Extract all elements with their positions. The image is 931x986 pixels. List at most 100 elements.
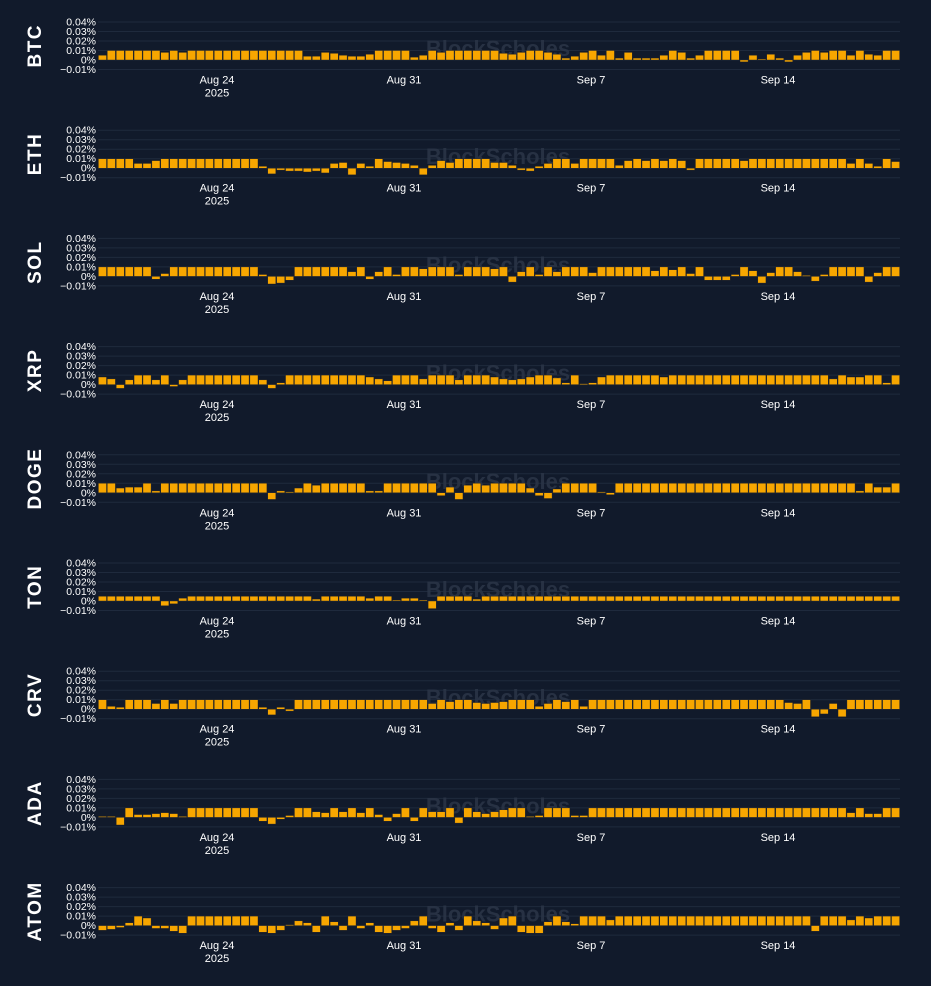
bar bbox=[864, 276, 874, 283]
bar bbox=[347, 699, 357, 710]
bar bbox=[427, 600, 437, 609]
bar bbox=[419, 167, 428, 176]
bar bbox=[142, 814, 152, 818]
bar bbox=[739, 59, 749, 63]
bar bbox=[793, 374, 802, 385]
bar bbox=[463, 266, 473, 277]
bar bbox=[196, 807, 205, 818]
bar bbox=[730, 158, 740, 169]
bar bbox=[312, 598, 321, 602]
y-tick-label: −0.01% bbox=[60, 172, 96, 184]
bar bbox=[641, 266, 651, 277]
bar bbox=[597, 55, 606, 61]
bar bbox=[329, 53, 339, 61]
bar bbox=[320, 374, 330, 385]
bar bbox=[864, 483, 874, 493]
bar bbox=[98, 925, 107, 931]
bar bbox=[347, 374, 357, 385]
bar bbox=[775, 699, 784, 710]
bar bbox=[846, 919, 856, 926]
bar bbox=[668, 807, 678, 818]
bar bbox=[855, 158, 865, 169]
bar bbox=[713, 374, 722, 385]
bar bbox=[730, 807, 740, 818]
bar bbox=[704, 276, 713, 281]
bar bbox=[534, 274, 544, 277]
bar bbox=[401, 163, 410, 169]
y-tick-label: 0% bbox=[81, 379, 96, 391]
bar bbox=[561, 483, 571, 493]
bar bbox=[837, 915, 847, 926]
bar bbox=[410, 699, 419, 710]
bar bbox=[463, 50, 473, 61]
bar bbox=[748, 596, 758, 602]
bar bbox=[294, 920, 303, 926]
bar bbox=[775, 57, 784, 61]
bar bbox=[784, 483, 793, 493]
bar bbox=[686, 807, 695, 818]
bar bbox=[721, 374, 731, 385]
bar bbox=[597, 491, 606, 494]
bar bbox=[820, 807, 829, 818]
bar bbox=[249, 699, 259, 710]
y-tick-label: −0.01% bbox=[60, 497, 96, 509]
bar bbox=[677, 374, 686, 385]
bar bbox=[508, 596, 517, 602]
chart-panel-ton: −0.01%0%0.01%0.02%0.03%0.04%BlockScholes… bbox=[25, 558, 900, 641]
bar bbox=[231, 374, 241, 385]
bar bbox=[436, 811, 446, 818]
chart-panel-atom: −0.01%0%0.01%0.02%0.03%0.04%BlockScholes… bbox=[25, 881, 900, 965]
bar bbox=[312, 167, 321, 172]
bar bbox=[294, 596, 303, 602]
panel-title: SOL bbox=[25, 240, 46, 284]
bar bbox=[802, 807, 811, 818]
bar bbox=[267, 492, 277, 500]
bar bbox=[187, 483, 196, 493]
bar bbox=[873, 55, 882, 61]
x-tick-label: Aug 24 bbox=[200, 724, 235, 736]
bar bbox=[499, 809, 508, 818]
bar bbox=[704, 596, 713, 602]
x-tick-label: Sep 7 bbox=[577, 616, 606, 628]
bar bbox=[811, 596, 820, 602]
y-tick-label: 0.03% bbox=[66, 567, 96, 579]
panel-title: ATOM bbox=[25, 881, 46, 941]
bar bbox=[463, 485, 473, 494]
bar bbox=[454, 274, 464, 277]
bar bbox=[374, 378, 383, 385]
y-tick-label: 0.01% bbox=[66, 153, 96, 165]
bar bbox=[837, 807, 847, 818]
bar bbox=[463, 596, 473, 602]
bar bbox=[285, 491, 294, 494]
y-tick-label: 0.04% bbox=[66, 882, 96, 894]
x-tick-label: Sep 14 bbox=[761, 724, 796, 736]
bar bbox=[481, 485, 490, 494]
bar bbox=[748, 483, 758, 493]
bar bbox=[766, 915, 776, 926]
panel-title: ADA bbox=[25, 780, 46, 826]
bar bbox=[517, 699, 526, 710]
bar bbox=[365, 276, 375, 280]
bar bbox=[338, 55, 348, 61]
bar bbox=[472, 811, 481, 818]
bar bbox=[525, 167, 535, 172]
bar bbox=[588, 483, 597, 493]
bar bbox=[730, 50, 740, 61]
x-tick-label: Aug 31 bbox=[387, 399, 422, 411]
y-tick-label: 0% bbox=[81, 55, 96, 67]
y-tick-label: −0.01% bbox=[60, 389, 96, 401]
bar bbox=[151, 379, 161, 385]
bar bbox=[748, 55, 758, 61]
bar bbox=[401, 50, 410, 61]
bar bbox=[383, 483, 392, 493]
bar bbox=[178, 925, 187, 934]
bar bbox=[401, 597, 410, 602]
bar bbox=[793, 271, 802, 277]
bar bbox=[570, 923, 580, 926]
bar bbox=[623, 160, 633, 169]
bar bbox=[356, 374, 366, 385]
y-tick-label: 0.04% bbox=[66, 341, 96, 353]
bar bbox=[258, 817, 268, 822]
bar bbox=[151, 160, 161, 169]
bar bbox=[276, 596, 285, 602]
